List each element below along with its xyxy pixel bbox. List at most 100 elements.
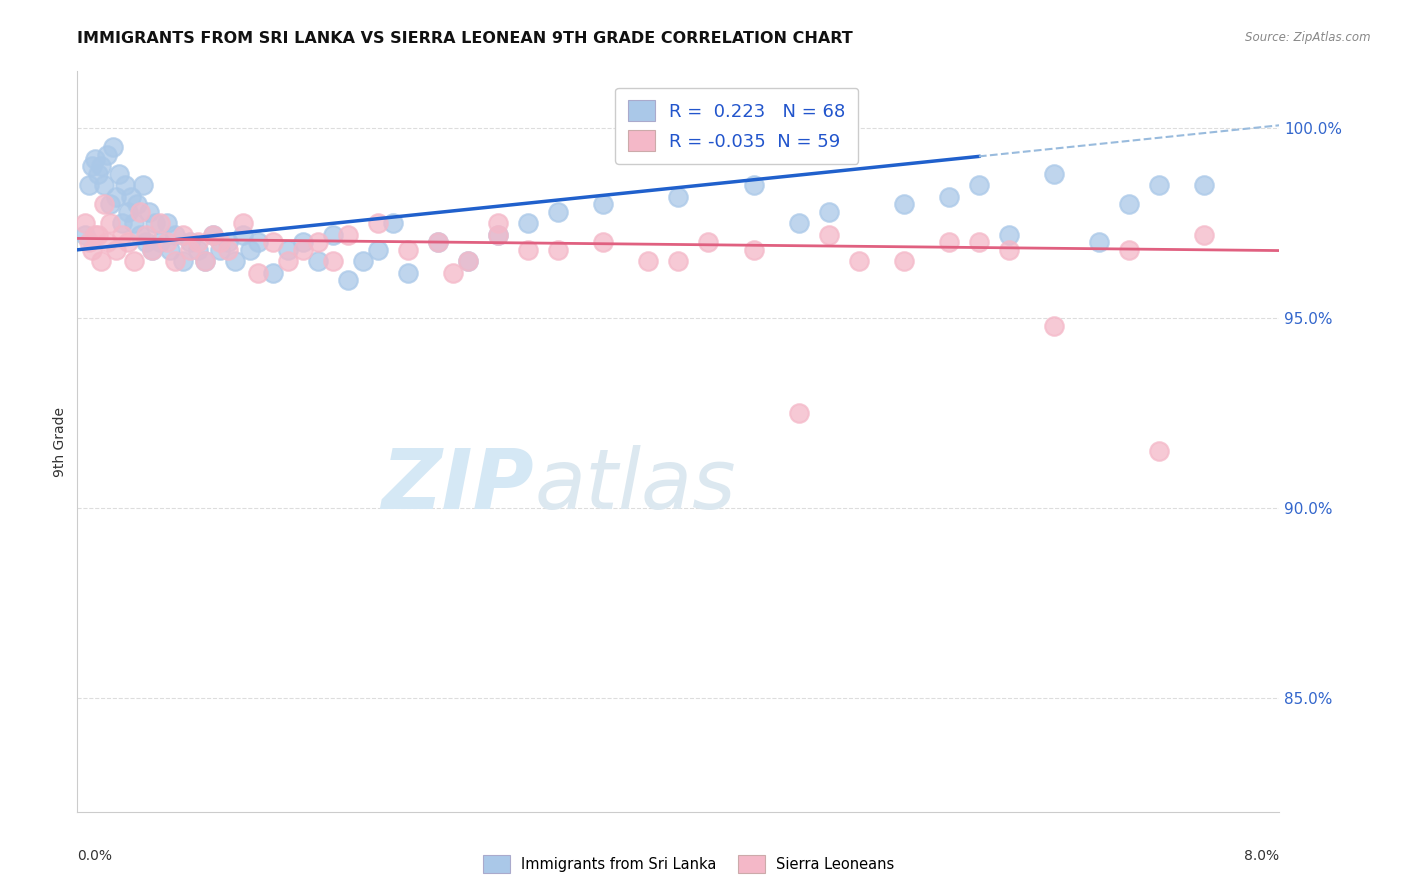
Point: [141, 243, 163, 257]
Point: [367, 216, 389, 230]
Point: [998, 243, 1021, 257]
Point: [138, 204, 160, 219]
Point: [787, 406, 810, 420]
Point: [73, 216, 96, 230]
Point: [149, 235, 172, 250]
Point: [1149, 444, 1171, 458]
Point: [1088, 235, 1111, 250]
Point: [232, 216, 254, 230]
Point: [105, 189, 128, 203]
Point: [135, 235, 157, 250]
Point: [179, 235, 201, 250]
Point: [132, 178, 155, 193]
Point: [307, 235, 329, 250]
Point: [262, 235, 284, 250]
Point: [1118, 197, 1140, 211]
Point: [697, 235, 720, 250]
Point: [246, 266, 269, 280]
Point: [124, 216, 146, 230]
Point: [787, 216, 810, 230]
Point: [486, 227, 509, 242]
Point: [87, 167, 110, 181]
Point: [291, 235, 314, 250]
Point: [232, 227, 254, 242]
Point: [848, 254, 870, 268]
Point: [111, 227, 134, 242]
Point: [163, 227, 186, 242]
Point: [209, 243, 232, 257]
Point: [194, 254, 217, 268]
Point: [381, 216, 404, 230]
Point: [486, 216, 509, 230]
Point: [1043, 167, 1066, 181]
Point: [224, 254, 246, 268]
Point: [396, 243, 419, 257]
Point: [127, 197, 149, 211]
Point: [100, 197, 122, 211]
Point: [149, 216, 172, 230]
Point: [427, 235, 450, 250]
Point: [96, 235, 118, 250]
Point: [93, 178, 115, 193]
Point: [187, 235, 209, 250]
Point: [352, 254, 374, 268]
Point: [967, 178, 990, 193]
Point: [90, 159, 112, 173]
Point: [194, 254, 217, 268]
Text: ZIP: ZIP: [381, 445, 534, 526]
Point: [517, 216, 540, 230]
Point: [486, 227, 509, 242]
Point: [441, 266, 464, 280]
Point: [135, 227, 157, 242]
Y-axis label: 9th Grade: 9th Grade: [53, 407, 67, 476]
Point: [239, 243, 262, 257]
Text: IMMIGRANTS FROM SRI LANKA VS SIERRA LEONEAN 9TH GRADE CORRELATION CHART: IMMIGRANTS FROM SRI LANKA VS SIERRA LEON…: [77, 31, 853, 46]
Point: [172, 254, 194, 268]
Point: [1118, 243, 1140, 257]
Point: [457, 254, 479, 268]
Point: [82, 159, 104, 173]
Point: [209, 235, 232, 250]
Point: [120, 189, 142, 203]
Point: [84, 227, 107, 242]
Point: [84, 152, 107, 166]
Point: [87, 227, 110, 242]
Point: [322, 254, 344, 268]
Legend: R =  0.223   N = 68, R = -0.035  N = 59: R = 0.223 N = 68, R = -0.035 N = 59: [616, 87, 858, 164]
Text: 8.0%: 8.0%: [1244, 849, 1279, 863]
Point: [277, 243, 299, 257]
Point: [396, 266, 419, 280]
Point: [893, 197, 915, 211]
Point: [547, 204, 569, 219]
Point: [129, 227, 152, 242]
Point: [217, 243, 239, 257]
Point: [967, 235, 990, 250]
Point: [367, 243, 389, 257]
Point: [159, 243, 181, 257]
Point: [742, 178, 765, 193]
Point: [592, 197, 614, 211]
Point: [457, 254, 479, 268]
Point: [201, 227, 224, 242]
Point: [322, 227, 344, 242]
Point: [96, 148, 118, 162]
Point: [141, 243, 163, 257]
Point: [592, 235, 614, 250]
Point: [1194, 227, 1216, 242]
Point: [668, 254, 690, 268]
Point: [90, 254, 112, 268]
Point: [277, 254, 299, 268]
Point: [117, 235, 139, 250]
Point: [179, 243, 201, 257]
Text: Source: ZipAtlas.com: Source: ZipAtlas.com: [1246, 31, 1371, 45]
Point: [124, 254, 146, 268]
Legend: Immigrants from Sri Lanka, Sierra Leoneans: Immigrants from Sri Lanka, Sierra Leonea…: [477, 848, 901, 880]
Point: [998, 227, 1021, 242]
Point: [307, 254, 329, 268]
Point: [938, 189, 960, 203]
Point: [336, 227, 359, 242]
Point: [893, 254, 915, 268]
Point: [637, 254, 659, 268]
Point: [156, 235, 179, 250]
Point: [668, 189, 690, 203]
